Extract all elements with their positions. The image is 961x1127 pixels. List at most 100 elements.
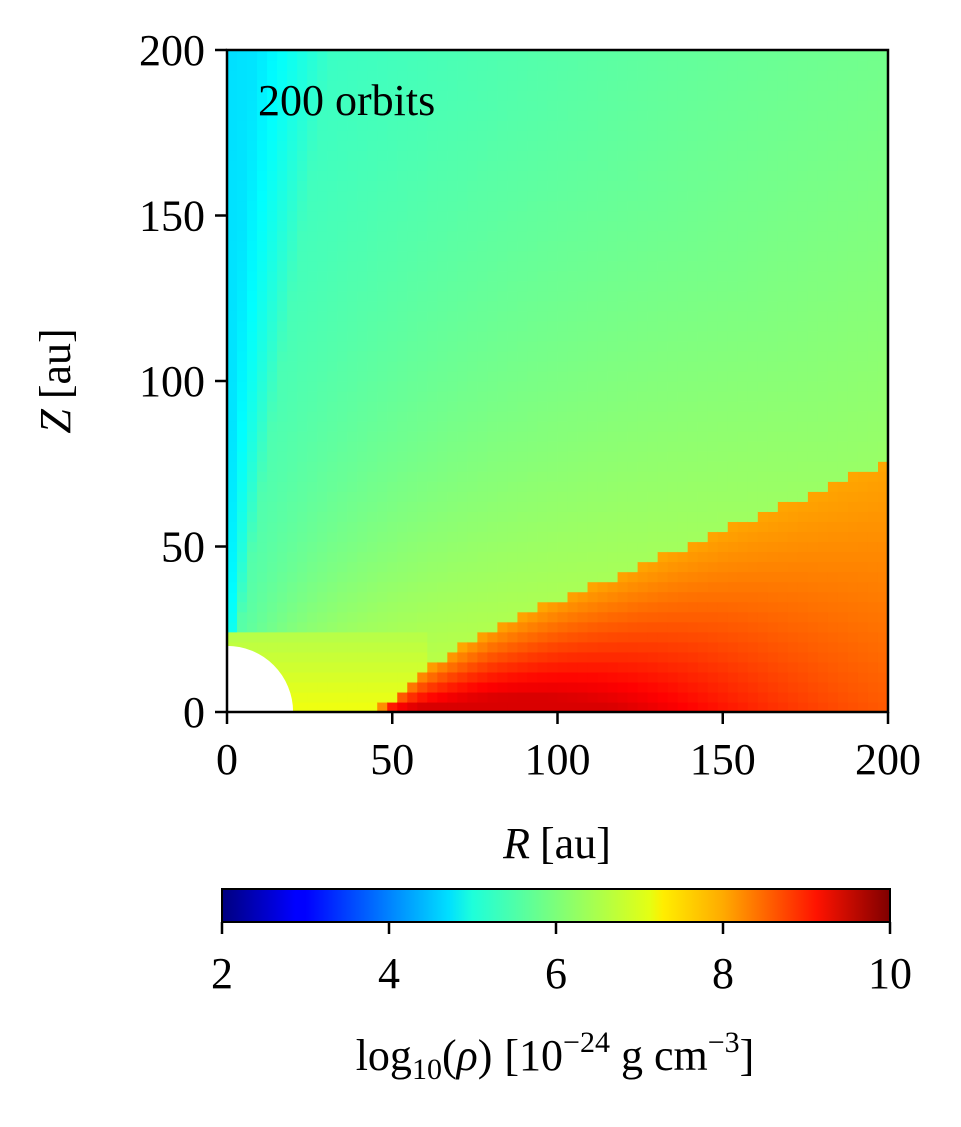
heatmap-cell	[347, 190, 358, 202]
heatmap-cell	[347, 350, 358, 362]
heatmap-cell	[717, 220, 729, 232]
heatmap-cell	[377, 160, 388, 171]
heatmap-cell	[427, 120, 438, 131]
heatmap-cell	[297, 150, 308, 161]
heatmap-cell	[847, 491, 859, 502]
heatmap-cell	[317, 340, 328, 352]
heatmap-cell	[747, 411, 759, 422]
heatmap-cell	[857, 531, 869, 543]
heatmap-cell	[797, 521, 809, 533]
heatmap-cell	[267, 50, 278, 61]
heatmap-cell	[437, 571, 448, 583]
heatmap-cell	[787, 320, 799, 332]
heatmap-cell	[327, 701, 338, 712]
heatmap-cell	[777, 290, 789, 302]
heatmap-cell	[707, 270, 719, 282]
heatmap-cell	[397, 621, 408, 633]
heatmap-cell	[457, 561, 468, 573]
heatmap-cell	[717, 260, 729, 272]
heatmap-cell	[317, 190, 328, 202]
heatmap-cell	[647, 120, 659, 131]
heatmap-cell	[677, 521, 689, 533]
heatmap-cell	[617, 641, 629, 653]
heatmap-cell	[567, 350, 579, 362]
heatmap-cell	[797, 100, 809, 111]
heatmap-cell	[587, 541, 599, 553]
heatmap-cell	[487, 501, 499, 512]
heatmap-cell	[527, 220, 539, 232]
heatmap-cell	[417, 50, 428, 61]
heatmap-cell	[257, 481, 268, 492]
heatmap-cell	[527, 90, 539, 101]
heatmap-cell	[507, 200, 519, 212]
heatmap-cell	[367, 130, 378, 141]
heatmap-cell	[437, 431, 448, 442]
heatmap-cell	[297, 591, 308, 603]
heatmap-cell	[567, 551, 579, 563]
heatmap-cell	[407, 541, 418, 553]
heatmap-cell	[367, 421, 378, 432]
heatmap-cell	[867, 661, 879, 673]
heatmap-cell	[567, 240, 579, 252]
heatmap-cell	[287, 180, 298, 192]
heatmap-cell	[737, 50, 749, 61]
heatmap-cell	[667, 681, 679, 693]
heatmap-cell	[577, 571, 589, 583]
heatmap-cell	[797, 80, 809, 91]
heatmap-cell	[517, 210, 529, 222]
heatmap-cell	[387, 130, 398, 141]
heatmap-cell	[347, 681, 358, 693]
heatmap-cell	[277, 451, 288, 462]
heatmap-cell	[527, 501, 539, 512]
heatmap-cell	[717, 190, 729, 202]
heatmap-cell	[777, 240, 789, 252]
heatmap-cell	[337, 200, 348, 212]
heatmap-cell	[737, 461, 749, 472]
heatmap-cell	[757, 661, 769, 673]
heatmap-cell	[507, 531, 519, 543]
heatmap-cell	[317, 80, 328, 91]
heatmap-cell	[467, 240, 478, 252]
heatmap-cell	[687, 290, 699, 302]
heatmap-cell	[877, 701, 888, 712]
heatmap-cell	[327, 431, 338, 442]
heatmap-cell	[437, 581, 448, 593]
heatmap-cell	[877, 150, 888, 161]
heatmap-cell	[507, 160, 519, 171]
heatmap-cell	[747, 330, 759, 342]
heatmap-cell	[847, 90, 859, 101]
heatmap-cell	[797, 300, 809, 312]
heatmap-cell	[627, 531, 639, 543]
heatmap-cell	[297, 340, 308, 352]
heatmap-cell	[267, 210, 278, 222]
heatmap-cell	[837, 310, 849, 322]
heatmap-cell	[827, 401, 839, 412]
heatmap-cell	[697, 411, 709, 422]
heatmap-cell	[397, 611, 408, 623]
heatmap-cell	[447, 401, 458, 412]
heatmap-cell	[267, 220, 278, 232]
heatmap-cell	[777, 110, 789, 121]
heatmap-cell	[327, 471, 338, 482]
heatmap-cell	[237, 441, 248, 452]
heatmap-cell	[357, 170, 368, 181]
heatmap-cell	[737, 551, 749, 563]
heatmap-cell	[707, 481, 719, 492]
heatmap-cell	[247, 150, 258, 161]
heatmap-cell	[517, 320, 529, 332]
heatmap-cell	[477, 531, 488, 543]
heatmap-cell	[337, 581, 348, 593]
heatmap-cell	[297, 501, 308, 512]
heatmap-cell	[437, 621, 448, 633]
heatmap-cell	[707, 260, 719, 272]
heatmap-cell	[437, 701, 448, 712]
heatmap-cell	[787, 701, 799, 712]
heatmap-cell	[557, 180, 569, 192]
heatmap-cell	[467, 471, 478, 482]
heatmap-cell	[487, 511, 499, 523]
heatmap-cell	[517, 360, 529, 372]
heatmap-cell	[857, 130, 869, 141]
heatmap-cell	[247, 300, 258, 312]
heatmap-cell	[807, 360, 819, 372]
heatmap-cell	[527, 170, 539, 181]
